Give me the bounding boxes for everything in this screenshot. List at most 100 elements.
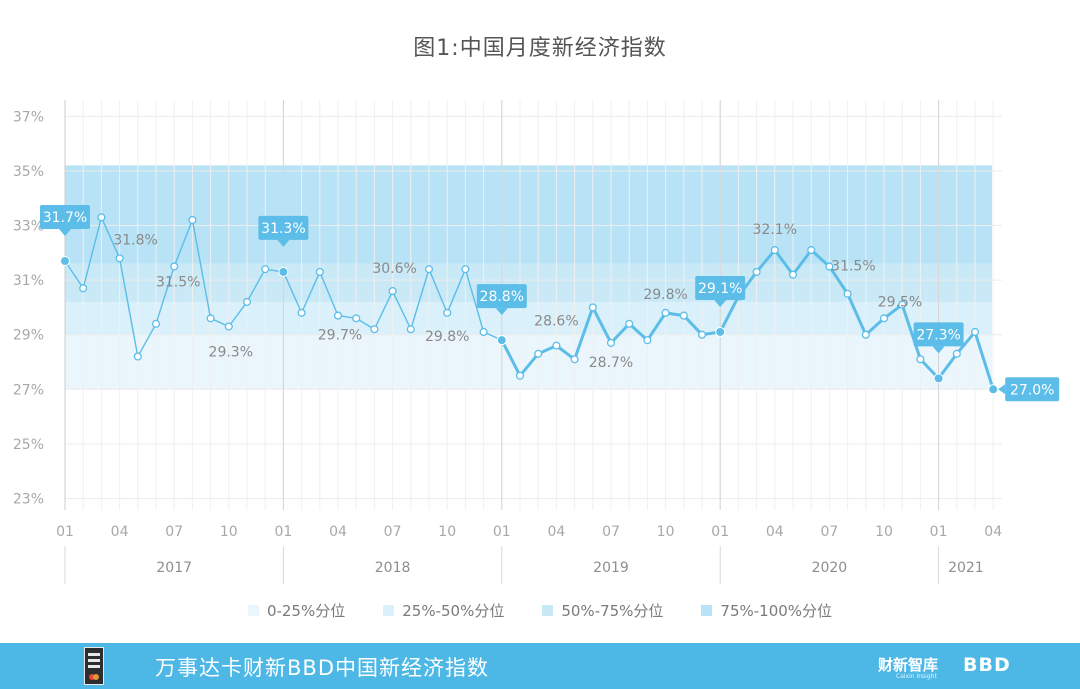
callout-label: 28.8% [480,289,524,305]
footer-title: 万事达卡财新BBD中国新经济指数 [155,656,489,680]
footer-bar: 万事达卡财新BBD中国新经济指数 财新智库 Caixin Insight BBD [0,643,1080,689]
data-point [898,300,907,309]
data-point [570,355,579,364]
value-annotation: 31.8% [113,232,157,248]
callout-box [913,322,964,347]
data-point [242,297,252,306]
y-tick-label: 25% [13,437,44,453]
percentile-bands [65,165,992,390]
series-line-thick [500,248,995,390]
value-annotation: 29.5% [878,294,922,310]
year-label: 2018 [375,560,411,576]
y-tick-label: 37% [13,109,44,125]
data-point [552,341,561,350]
percentile-band-4 [65,165,992,264]
data-point [679,311,688,320]
callout-pointer [714,299,727,307]
year-label: 2020 [812,560,848,576]
value-callout: 27.3% [913,322,964,354]
data-point [388,286,397,296]
legend-swatch-q1 [247,605,259,616]
callout-pointer [998,384,1006,395]
legend-item-q3: 50%-75%分位 [542,600,663,621]
data-point [261,265,270,274]
data-point [479,327,488,337]
value-annotation: 29.7% [318,328,362,344]
x-axis: 01 04 07 10 01 04 07 10 01 04 07 10 01 04 07 10 01 04 2017… [56,524,1002,584]
legend-item-q1: 0-25%分位 [247,600,345,621]
data-point [643,336,652,345]
year-label: 2021 [948,560,984,576]
callout-box [40,204,90,229]
data-point [515,371,525,380]
y-tick-label: 27% [13,382,44,398]
value-annotation: 31.5% [831,258,875,274]
value-annotation: 31.5% [156,274,200,290]
percentile-band-3 [65,263,992,302]
value-annotation: 28.7% [589,355,633,371]
data-point [406,325,415,334]
data-point [297,308,306,317]
value-annotation: 28.6% [534,314,578,330]
callout-box [258,215,309,240]
caixin-insight-subtitle: Caixin Insight [896,673,937,680]
data-point [133,352,142,361]
data-point-highlight [988,384,999,395]
x-tick-label: 10 [438,524,456,540]
caixin-insight-logo: 财新智库 [878,656,939,674]
value-callout: 29.1% [695,275,746,307]
percentile-band-1 [65,334,992,390]
data-point [97,213,106,222]
callout-pointer [59,228,71,236]
year-label: 2017 [156,560,192,576]
data-point [807,246,816,255]
x-tick-label: 01 [711,524,729,540]
x-tick-label: 07 [384,524,402,540]
mastercard-nei-logo [84,647,104,685]
data-point [697,330,707,339]
data-point [879,314,889,323]
data-point [588,303,597,312]
percentile-band-2 [65,301,992,335]
x-tick-label: 07 [820,524,838,540]
x-tick-label: 10 [657,524,675,540]
x-tick-label: 10 [875,524,893,540]
data-point [79,284,88,293]
x-tick-label: 04 [329,524,347,540]
callout-box [476,284,527,309]
legend-swatch-q2 [383,605,395,616]
value-callout: 27.0% [998,377,1060,402]
callout-label: 27.3% [916,327,960,343]
x-tick-label: 01 [493,524,511,540]
legend-item-q2: 25%-50%分位 [383,600,504,621]
data-point-highlight [715,326,726,337]
x-tick-label: 07 [602,524,620,540]
legend: 0-25%分位 25%-50%分位 50%-75%分位 75%-100%分位 [0,600,1080,621]
data-point [625,319,634,328]
value-callouts: 31.7% 31.3% 28.8% 29.1% 27.3% 27.0% [40,204,1060,402]
data-point [843,289,852,298]
x-tick-label: 04 [547,524,565,540]
callout-box [1005,377,1060,402]
year-label: 2019 [593,560,629,576]
y-tick-label: 23% [13,492,44,508]
callout-pointer [495,308,508,316]
x-tick-label: 01 [930,524,948,540]
grid [64,100,1002,510]
data-point [534,349,543,358]
chart-title: 图1:中国月度新经济指数 [413,36,667,61]
y-tick-label: 35% [13,164,44,180]
data-point [188,215,197,225]
callout-label: 29.1% [698,281,742,297]
callout-label: 31.3% [261,221,305,237]
value-callout: 31.3% [258,215,309,247]
legend-label-q3: 50%-75%分位 [561,602,664,620]
legend-item-q4: 75%-100%分位 [701,600,832,621]
callout-label: 27.0% [1010,382,1054,398]
x-tick-label: 04 [766,524,784,540]
value-annotation: 30.6% [372,261,416,277]
data-point [170,262,179,271]
data-point [370,325,379,334]
data-points [60,213,999,395]
data-point [333,311,343,320]
